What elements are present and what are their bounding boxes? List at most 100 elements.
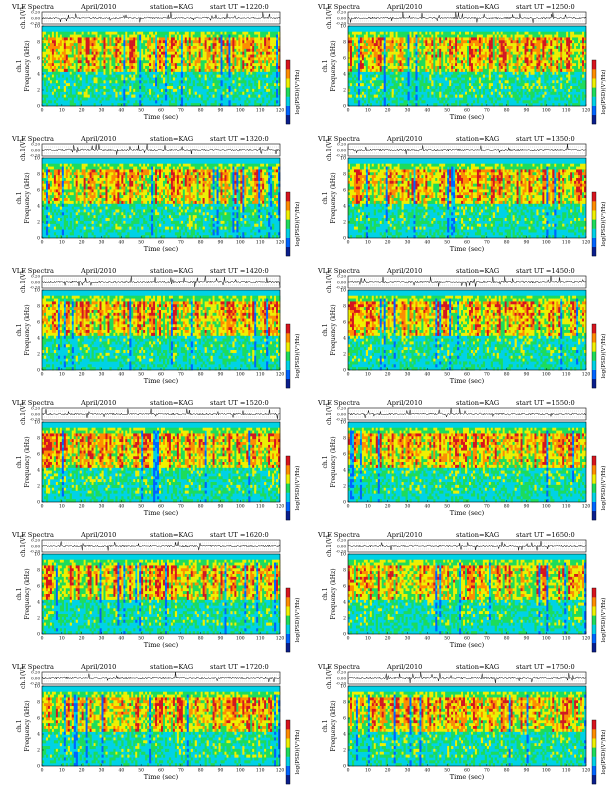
spectrogram-cell: [63, 43, 66, 47]
spectrogram-cell: [125, 91, 128, 95]
spectrogram-cell: [61, 60, 65, 64]
spectrogram-cell: [349, 80, 353, 84]
spectrogram-cell: [467, 86, 470, 90]
spectrogram-cell: [182, 40, 185, 44]
spectrogram-cell: [401, 86, 404, 90]
spectrogram-cell: [463, 97, 466, 101]
spectrogram-cell: [53, 209, 57, 213]
spectrogram-cell: [180, 103, 184, 107]
spectrogram-cell: [141, 97, 144, 101]
spectrogram-cell: [51, 60, 55, 64]
spectrogram-cell: [125, 51, 128, 55]
spectrogram-cell: [578, 43, 581, 47]
spectrogram-cell: [238, 43, 241, 47]
spectrogram-cell: [57, 83, 61, 87]
spectrogram-cell: [379, 66, 382, 70]
spectrogram-cell: [508, 40, 511, 44]
spectrogram-cell: [405, 46, 408, 50]
spectrogram-cell: [131, 51, 134, 55]
spectrogram-cell: [278, 63, 281, 67]
spectrogram-cell: [79, 80, 82, 84]
spectrogram-cell: [459, 51, 462, 55]
spectrogram-cell: [467, 54, 470, 58]
spectrogram-cell: [361, 103, 365, 107]
spectrogram-cell: [240, 40, 243, 44]
spectrogram-cell: [355, 40, 359, 44]
spectrogram-cell: [161, 51, 164, 55]
spectrogram-cell: [63, 40, 66, 44]
spectrogram-cell: [478, 77, 482, 81]
spectrogram-cell: [433, 40, 436, 44]
spectrogram-cell: [170, 51, 174, 55]
spectrogram-cell: [564, 80, 567, 84]
spectrogram-cell: [61, 163, 65, 167]
spectrogram-cell: [554, 68, 557, 72]
freq-tick-label: 10: [34, 24, 40, 30]
spectrogram-cell: [212, 80, 215, 84]
spectrogram-cell: [63, 218, 66, 222]
spectrogram-cell: [73, 83, 76, 87]
spectrogram-cell: [574, 34, 577, 38]
spectrogram-cell: [186, 80, 189, 84]
spectrogram-cell: [222, 94, 225, 98]
spectrogram-cell: [403, 63, 406, 67]
spectrogram-cell: [478, 88, 482, 92]
spectrogram-cell: [65, 51, 68, 55]
spectrogram-cell: [349, 34, 353, 38]
spectrogram-cell: [405, 60, 408, 64]
spectrogram-cell: [93, 77, 96, 81]
spectrogram-cell: [385, 48, 388, 52]
spectrogram-cell: [216, 80, 219, 84]
spectrogram-cell: [492, 43, 495, 47]
spectrogram-cell: [196, 57, 199, 61]
spectrogram-cell: [250, 94, 253, 98]
spectrogram-cell: [137, 83, 140, 87]
waveform-tick-label: 0.20: [337, 10, 346, 15]
spectrogram-cell: [244, 57, 247, 61]
spectrogram-cell: [143, 68, 146, 72]
spectrogram-cell: [542, 43, 545, 47]
spectrogram-cell: [359, 74, 363, 78]
spectrogram-cell: [57, 200, 61, 204]
spectrogram-cell: [71, 48, 74, 52]
spectrogram-cell: [353, 40, 357, 44]
spectrogram-cell: [425, 31, 428, 35]
spectrogram-cell: [143, 63, 146, 67]
spectrogram-cell: [443, 48, 446, 52]
spectrogram-cell: [474, 51, 478, 55]
spectrogram-cell: [129, 74, 132, 78]
spectrogram-cell: [419, 46, 422, 50]
spectrogram-cell: [57, 48, 61, 52]
spectrogram-cell: [351, 43, 355, 47]
spectrogram-cell: [57, 71, 61, 75]
spectrogram-cell: [403, 100, 406, 104]
spectrogram-cell: [254, 46, 257, 50]
spectrogram-cell: [101, 40, 104, 44]
spectrogram-cell: [393, 31, 396, 35]
spectrogram-cell: [85, 48, 88, 52]
spectrogram-cell: [254, 83, 257, 87]
spectrogram-cell: [407, 37, 410, 41]
spectrogram-cell: [467, 46, 470, 50]
spectrogram-cell: [121, 54, 124, 58]
spectrogram-cell: [270, 51, 273, 55]
spectrogram-cell: [188, 63, 191, 67]
spectrogram-cell: [582, 46, 585, 50]
spectrogram-cell: [153, 63, 156, 67]
spectrogram-cell: [69, 103, 72, 107]
spectrogram-cell: [79, 94, 82, 98]
spectrogram-cell: [270, 66, 273, 70]
spectrogram-cell: [385, 31, 388, 35]
spectrogram-cell: [500, 68, 503, 72]
spectrogram-cell: [451, 66, 454, 70]
spectrogram-cell: [399, 48, 402, 52]
spectrogram-cell: [91, 31, 94, 35]
spectrogram-cell: [502, 68, 505, 72]
spectrogram-cell: [359, 66, 363, 70]
spectrogram-cell: [425, 37, 428, 41]
spectrogram-cell: [254, 100, 257, 104]
spectrogram-cell: [480, 83, 484, 87]
spectrogram-cell: [149, 80, 152, 84]
spectrogram-cell: [522, 48, 525, 52]
spectrogram-cell: [91, 43, 94, 47]
